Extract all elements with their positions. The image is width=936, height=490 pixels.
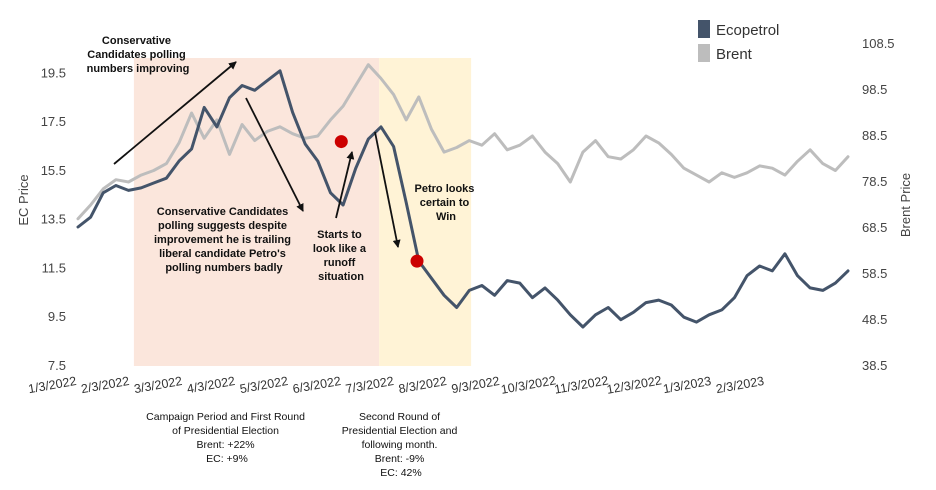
shaded-region-1 bbox=[379, 58, 472, 366]
left-axis-title: EC Price bbox=[16, 174, 31, 225]
legend-label-brent: Brent bbox=[716, 46, 753, 63]
annotation-trailing: Conservative Candidates polling suggests… bbox=[154, 206, 294, 274]
x-tick-label: 12/3/2022 bbox=[606, 373, 663, 396]
legend: Ecopetrol Brent bbox=[698, 20, 779, 63]
legend-swatch-brent bbox=[698, 44, 710, 62]
left-tick-label: 9.5 bbox=[48, 309, 66, 324]
arrow-polling-improving bbox=[113, 61, 237, 165]
left-axis-ticks: 7.5 9.5 11.5 13.5 15.5 17.5 19.5 bbox=[41, 65, 66, 373]
right-tick-label: 98.5 bbox=[862, 82, 887, 97]
x-tick-label: 2/3/2022 bbox=[80, 374, 130, 396]
left-tick-label: 11.5 bbox=[42, 260, 66, 275]
arrow-runoff bbox=[335, 151, 355, 219]
right-tick-label: 38.5 bbox=[862, 358, 887, 373]
right-axis-ticks: 38.5 48.5 58.5 68.5 78.5 88.5 98.5 108.5 bbox=[862, 36, 895, 373]
note-campaign-period: Campaign Period and First Round of Presi… bbox=[146, 411, 308, 465]
left-tick-label: 7.5 bbox=[48, 358, 66, 373]
x-tick-label: 3/3/2022 bbox=[133, 374, 183, 396]
x-tick-label: 8/3/2022 bbox=[397, 374, 447, 396]
legend-label-ecopetrol: Ecopetrol bbox=[716, 22, 779, 39]
annotation-arrows bbox=[113, 61, 401, 248]
event-marker-0 bbox=[334, 135, 348, 149]
x-tick-label: 5/3/2022 bbox=[239, 374, 289, 396]
left-tick-label: 17.5 bbox=[41, 114, 66, 129]
arrow-petro bbox=[374, 131, 401, 248]
right-tick-label: 108.5 bbox=[862, 36, 895, 51]
left-tick-label: 13.5 bbox=[41, 212, 66, 227]
right-tick-label: 58.5 bbox=[862, 266, 887, 281]
right-tick-label: 78.5 bbox=[862, 174, 887, 189]
arrow-trailing bbox=[245, 97, 304, 212]
x-tick-label: 4/3/2022 bbox=[186, 374, 236, 396]
x-tick-label: 7/3/2022 bbox=[345, 374, 395, 396]
series-line-brent bbox=[76, 63, 850, 221]
series-lines bbox=[76, 63, 850, 329]
annotation-petro: Petro looks certain to Win bbox=[415, 183, 478, 223]
annotation-conservative-improving: Conservative Candidates polling numbers … bbox=[87, 35, 190, 75]
event-markers bbox=[334, 135, 424, 268]
right-tick-label: 48.5 bbox=[862, 312, 887, 327]
x-tick-label: 6/3/2022 bbox=[292, 374, 342, 396]
x-tick-label: 10/3/2022 bbox=[500, 373, 557, 396]
annotation-runoff: Starts to look like a runoff situation bbox=[313, 229, 369, 283]
left-tick-label: 15.5 bbox=[41, 163, 66, 178]
x-tick-label: 11/3/2022 bbox=[553, 373, 609, 396]
right-axis-title: Brent Price bbox=[898, 173, 913, 237]
x-tick-label: 9/3/2022 bbox=[450, 374, 500, 396]
right-tick-label: 88.5 bbox=[862, 128, 887, 143]
left-tick-label: 19.5 bbox=[41, 65, 66, 80]
x-axis-ticks: 1/3/2022 2/3/2022 3/3/2022 4/3/2022 5/3/2022… bbox=[27, 373, 765, 396]
right-tick-label: 68.5 bbox=[862, 220, 887, 235]
legend-swatch-ecopetrol bbox=[698, 20, 710, 38]
note-second-round: Second Round of Presidential Election an… bbox=[342, 411, 461, 479]
x-tick-label: 2/3/2023 bbox=[715, 374, 765, 396]
event-marker-1 bbox=[410, 254, 424, 268]
x-tick-label: 1/3/2022 bbox=[27, 374, 77, 396]
x-tick-label: 1/3/2023 bbox=[662, 374, 712, 396]
series-line-ecopetrol bbox=[76, 69, 850, 329]
